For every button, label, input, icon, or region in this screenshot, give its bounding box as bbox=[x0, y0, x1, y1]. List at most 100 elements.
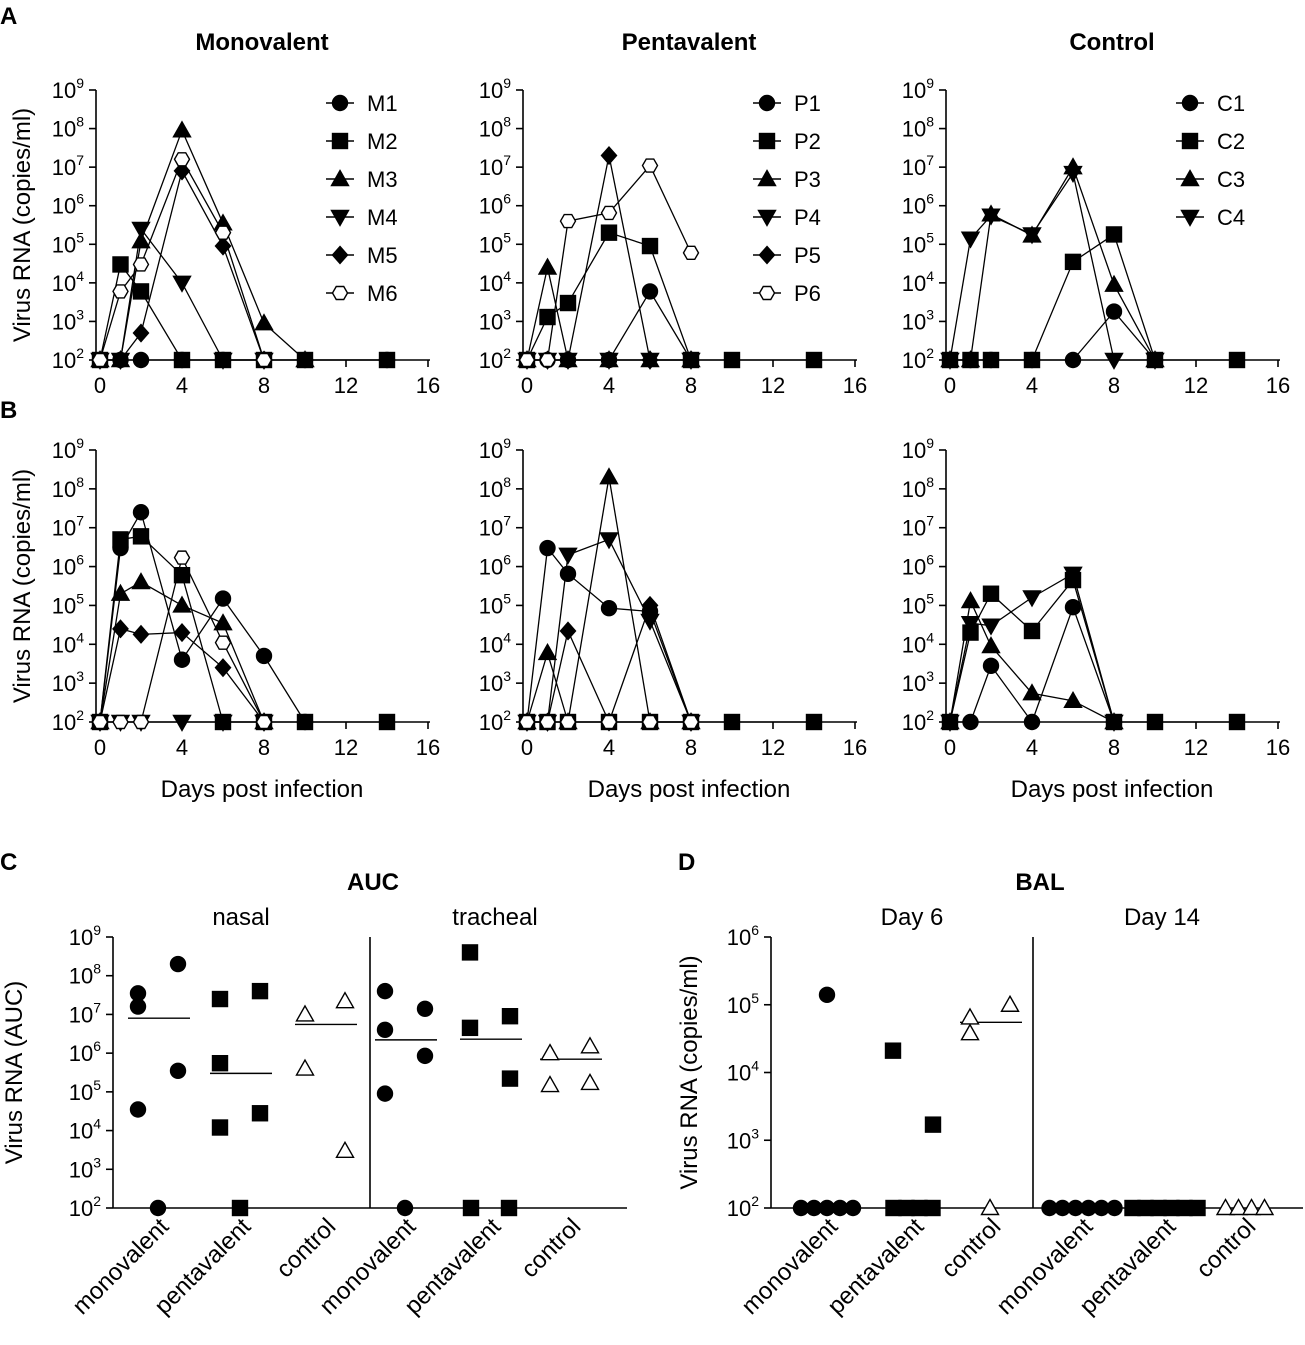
data-point bbox=[599, 467, 619, 485]
y-ytick-label: 106 bbox=[52, 552, 84, 580]
category-label: control bbox=[271, 1213, 341, 1283]
data-point bbox=[214, 225, 232, 240]
data-point bbox=[539, 308, 556, 326]
data-point bbox=[940, 714, 960, 732]
y-ytick-label: 102 bbox=[69, 1193, 101, 1221]
data-point bbox=[255, 647, 273, 665]
y-ytick-label: 108 bbox=[52, 474, 84, 502]
data-point bbox=[960, 350, 981, 368]
data-point bbox=[112, 284, 129, 299]
legend-marker bbox=[331, 285, 349, 301]
data-point bbox=[112, 350, 129, 370]
y-ytick-label: 109 bbox=[52, 75, 84, 103]
data-point bbox=[501, 1070, 519, 1087]
data-point bbox=[559, 213, 577, 229]
data-point bbox=[960, 615, 981, 634]
data-point bbox=[296, 713, 314, 731]
group-control-day-6 bbox=[960, 994, 1022, 1216]
series-line bbox=[99, 262, 387, 361]
series-line bbox=[950, 165, 1156, 361]
data-point bbox=[132, 504, 150, 521]
data-point bbox=[1063, 690, 1083, 709]
y-ytick-label: 108 bbox=[69, 961, 101, 989]
data-point bbox=[1104, 274, 1124, 292]
data-point bbox=[1023, 351, 1041, 369]
data-point bbox=[559, 294, 577, 312]
data-point bbox=[173, 152, 191, 167]
panel-letter-a: A bbox=[0, 3, 17, 30]
legend-label: M2 bbox=[367, 129, 398, 154]
data-point bbox=[1228, 713, 1246, 731]
x-tick-label: 0 bbox=[521, 373, 533, 398]
data-point bbox=[723, 713, 741, 731]
data-point bbox=[1106, 1199, 1123, 1217]
y-ytick-label: 104 bbox=[902, 268, 934, 296]
legend: C1 C2 C3 C4 bbox=[1176, 91, 1245, 230]
data-point bbox=[131, 221, 151, 239]
category-label: control bbox=[936, 1213, 1006, 1283]
y-ytick-label: 104 bbox=[727, 1058, 759, 1086]
y-ytick-label: 108 bbox=[902, 114, 934, 142]
y-ytick-label: 102 bbox=[902, 707, 934, 735]
legend-marker bbox=[758, 132, 776, 150]
y-ytick-label: 107 bbox=[902, 513, 934, 541]
data-point bbox=[599, 532, 619, 550]
data-point bbox=[131, 572, 151, 590]
data-point bbox=[559, 714, 577, 730]
data-point bbox=[416, 1047, 434, 1065]
data-point bbox=[149, 1199, 167, 1217]
data-point bbox=[211, 1119, 229, 1136]
chart-b-ctrl: 102 103 104 105 106 107 108 109 0 4 8 12 16 Days post… bbox=[902, 435, 1291, 803]
series-line bbox=[99, 581, 265, 723]
data-point bbox=[1023, 622, 1041, 640]
data-point bbox=[255, 714, 273, 730]
data-point bbox=[214, 236, 232, 256]
data-point bbox=[91, 714, 109, 730]
y-ytick-label: 107 bbox=[52, 513, 84, 541]
y-ytick-label: 105 bbox=[727, 990, 759, 1018]
data-point bbox=[539, 714, 556, 730]
x-tick-label: 4 bbox=[176, 373, 188, 398]
y-ytick-label: 106 bbox=[69, 1038, 101, 1066]
legend-marker bbox=[331, 245, 349, 265]
data-point bbox=[1064, 351, 1082, 369]
chart-c: 102 103 104 105 106 107 108 109 AUC nasal tracheal… bbox=[1, 869, 627, 1320]
y-ytick-label: 102 bbox=[727, 1193, 759, 1221]
x-tick-label: 16 bbox=[843, 735, 867, 760]
x-tick-label: 0 bbox=[521, 735, 533, 760]
y-axis-label: Virus RNA (copies/ml) bbox=[676, 955, 703, 1189]
data-point bbox=[960, 1007, 980, 1025]
data-point bbox=[376, 1085, 394, 1102]
data-point bbox=[335, 991, 355, 1009]
x-tick-label: 16 bbox=[416, 373, 440, 398]
legend-label: M4 bbox=[367, 205, 398, 230]
y-ytick-label: 104 bbox=[69, 1116, 101, 1144]
series-p5 bbox=[518, 595, 700, 732]
x-tick-label: 8 bbox=[258, 735, 270, 760]
data-point bbox=[641, 350, 659, 370]
data-point bbox=[110, 583, 131, 601]
y-ytick-label: 102 bbox=[52, 345, 84, 373]
panel-letter-d: D bbox=[678, 849, 695, 876]
x-tick-label: 4 bbox=[603, 735, 615, 760]
data-point bbox=[501, 1008, 519, 1025]
x-tick-label: 4 bbox=[176, 735, 188, 760]
series-c2 bbox=[941, 226, 1246, 369]
data-point bbox=[378, 351, 396, 369]
group-control-tracheal bbox=[540, 1036, 602, 1093]
legend: P1 P2 P3 P4 P5 P6 bbox=[753, 91, 821, 306]
x-tick-label: 4 bbox=[1026, 373, 1038, 398]
legend-marker bbox=[758, 94, 776, 112]
series-line bbox=[99, 628, 265, 723]
data-point bbox=[214, 635, 232, 650]
data-point bbox=[172, 120, 192, 138]
y-ytick-label: 109 bbox=[479, 435, 511, 463]
y-ytick-label: 108 bbox=[52, 114, 84, 142]
data-point bbox=[559, 621, 577, 641]
y-ytick-label: 103 bbox=[479, 306, 511, 334]
data-point bbox=[960, 1023, 980, 1041]
legend-label: C3 bbox=[1217, 167, 1245, 192]
legend-label: P4 bbox=[794, 205, 821, 230]
y-ytick-label: 104 bbox=[479, 268, 511, 296]
